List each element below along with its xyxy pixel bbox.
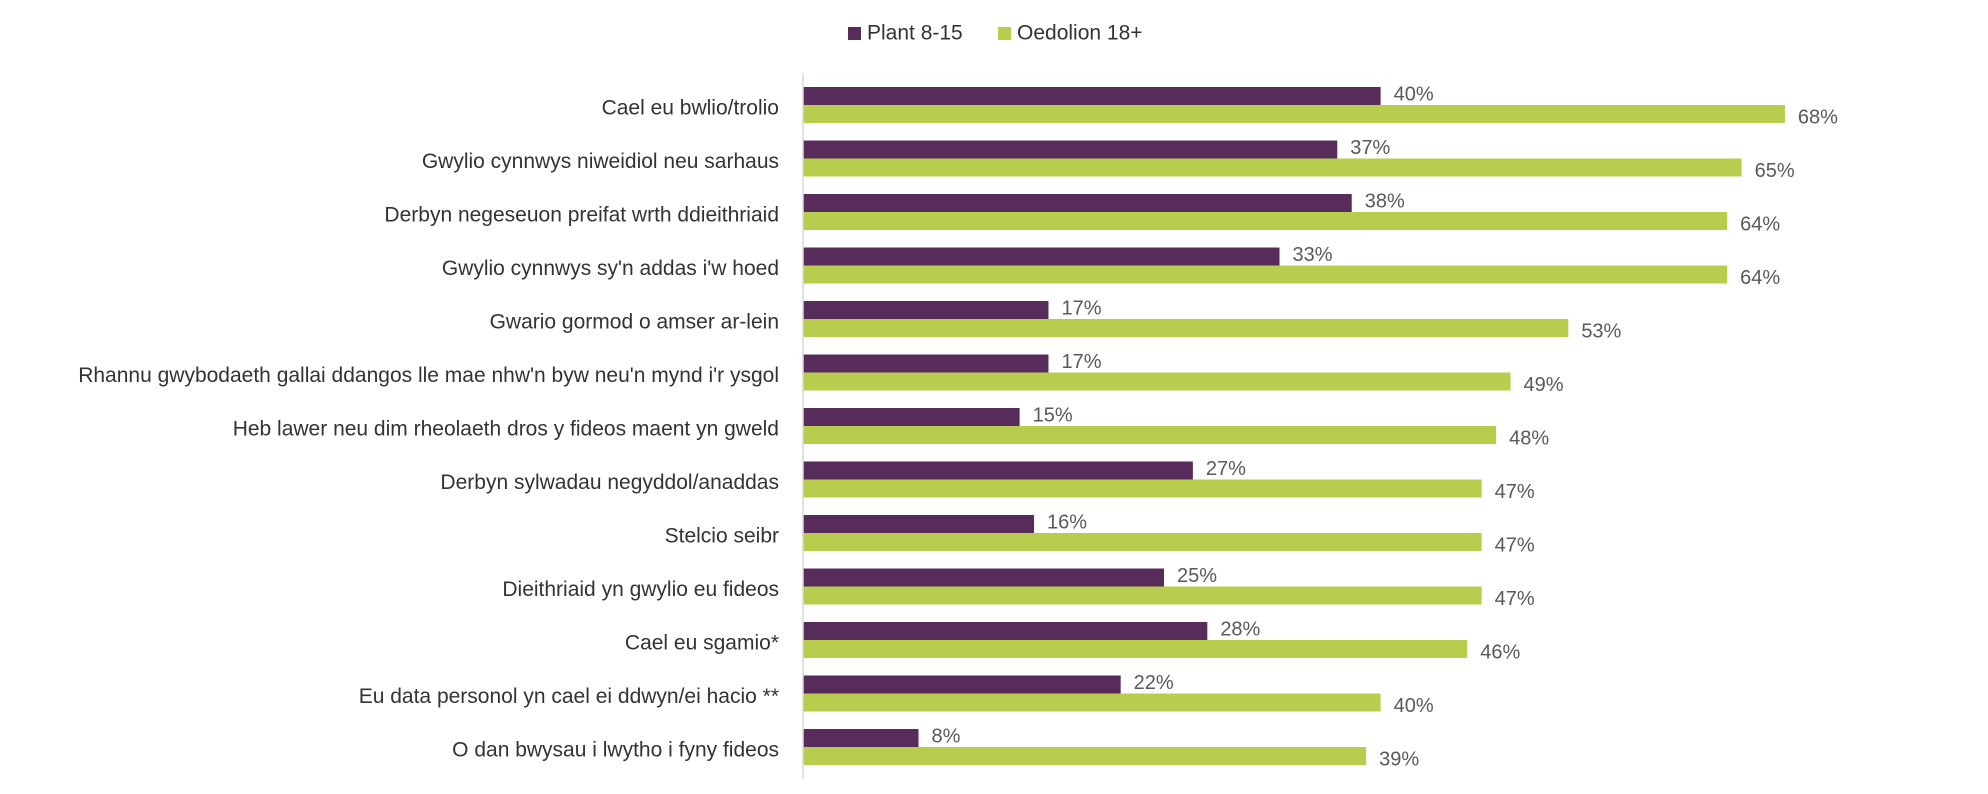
data-label: 16%	[1047, 511, 1087, 533]
category-label: Cael eu bwlio/trolio	[602, 97, 779, 120]
data-label: 64%	[1740, 267, 1780, 289]
data-label: 17%	[1061, 297, 1101, 319]
bar-plant-8-15	[803, 247, 1280, 266]
data-label: 47%	[1495, 588, 1535, 610]
data-label: 27%	[1206, 458, 1246, 480]
data-label: 48%	[1509, 427, 1549, 449]
category-labels: Cael eu bwlio/trolio Gwylio cynnwys niwei…	[78, 97, 779, 762]
data-label: 8%	[932, 725, 961, 747]
bar-plant-8-15	[803, 194, 1352, 212]
category-label: Cael eu sgamio*	[625, 632, 779, 655]
data-label: 37%	[1350, 137, 1390, 159]
data-label: 39%	[1379, 748, 1419, 770]
bar-oedolion-18	[803, 479, 1482, 498]
bar-oedolion-18	[803, 319, 1569, 337]
category-label: Eu data personol yn cael ei ddwyn/ei hac…	[359, 685, 779, 708]
bar-oedolion-18	[803, 693, 1381, 712]
bar-plant-8-15	[803, 354, 1049, 373]
data-label: 15%	[1033, 404, 1073, 426]
bar-plant-8-15	[803, 515, 1035, 533]
data-label: 33%	[1293, 244, 1333, 266]
data-label: 47%	[1495, 534, 1535, 556]
data-label: 25%	[1177, 565, 1217, 587]
bar-plant-8-15	[803, 622, 1208, 640]
category-label: Gwylio cynnwys sy'n addas i'w hoed	[442, 257, 779, 280]
value-labels: 40% 68% 37% 65% 38% 64% 33% 64% 17% 53% 17% 49% 15% 4…	[932, 83, 1839, 770]
category-label: Gwylio cynnwys niweidiol neu sarhaus	[422, 150, 779, 173]
bar-oedolion-18	[803, 212, 1728, 230]
legend-swatch	[998, 27, 1011, 40]
bar-plant-8-15	[803, 568, 1164, 587]
bar-plant-8-15	[803, 87, 1381, 105]
bar-plant-8-15	[803, 675, 1121, 694]
bar-oedolion-18	[803, 265, 1728, 284]
data-label: 49%	[1524, 374, 1564, 396]
bar-oedolion-18	[803, 586, 1482, 605]
bar-plant-8-15	[803, 301, 1049, 319]
bar-plant-8-15	[803, 140, 1338, 159]
category-label: Heb lawer neu dim rheolaeth dros y fideo…	[233, 418, 779, 441]
category-label: Derbyn sylwadau negyddol/anaddas	[440, 471, 779, 494]
data-label: 22%	[1134, 672, 1174, 694]
category-label: Dieithriaid yn gwylio eu fideos	[502, 578, 779, 601]
data-label: 46%	[1480, 641, 1520, 663]
legend-label: Oedolion 18+	[1017, 22, 1143, 45]
chart-legend: Plant 8-15 Oedolion 18+	[848, 22, 1143, 45]
data-label: 40%	[1394, 695, 1434, 717]
bar-oedolion-18	[803, 372, 1511, 391]
data-label: 47%	[1495, 481, 1535, 503]
bar-oedolion-18	[803, 426, 1497, 444]
legend-label: Plant 8-15	[867, 22, 963, 45]
data-label: 40%	[1394, 83, 1434, 105]
data-label: 28%	[1220, 618, 1260, 640]
category-label: O dan bwysau i lwytho i fyny fideos	[452, 739, 779, 762]
data-label: 68%	[1798, 106, 1838, 128]
data-label: 53%	[1581, 320, 1621, 342]
bars	[803, 87, 1785, 765]
data-label: 38%	[1365, 190, 1405, 212]
bar-oedolion-18	[803, 105, 1785, 123]
category-label: Stelcio seibr	[665, 525, 779, 548]
bar-plant-8-15	[803, 729, 919, 747]
category-label: Gwario gormod o amser ar-lein	[490, 311, 779, 334]
category-label: Derbyn negeseuon preifat wrth ddieithria…	[384, 204, 779, 227]
data-label: 64%	[1740, 213, 1780, 235]
bar-oedolion-18	[803, 747, 1367, 765]
category-label: Rhannu gwybodaeth gallai ddangos lle mae…	[78, 364, 779, 387]
data-label: 65%	[1755, 160, 1795, 182]
legend-swatch	[848, 27, 861, 40]
bar-oedolion-18	[803, 533, 1482, 551]
data-label: 17%	[1061, 351, 1101, 373]
bar-plant-8-15	[803, 408, 1020, 426]
bar-plant-8-15	[803, 461, 1193, 480]
bar-oedolion-18	[803, 640, 1468, 658]
bar-oedolion-18	[803, 158, 1742, 177]
